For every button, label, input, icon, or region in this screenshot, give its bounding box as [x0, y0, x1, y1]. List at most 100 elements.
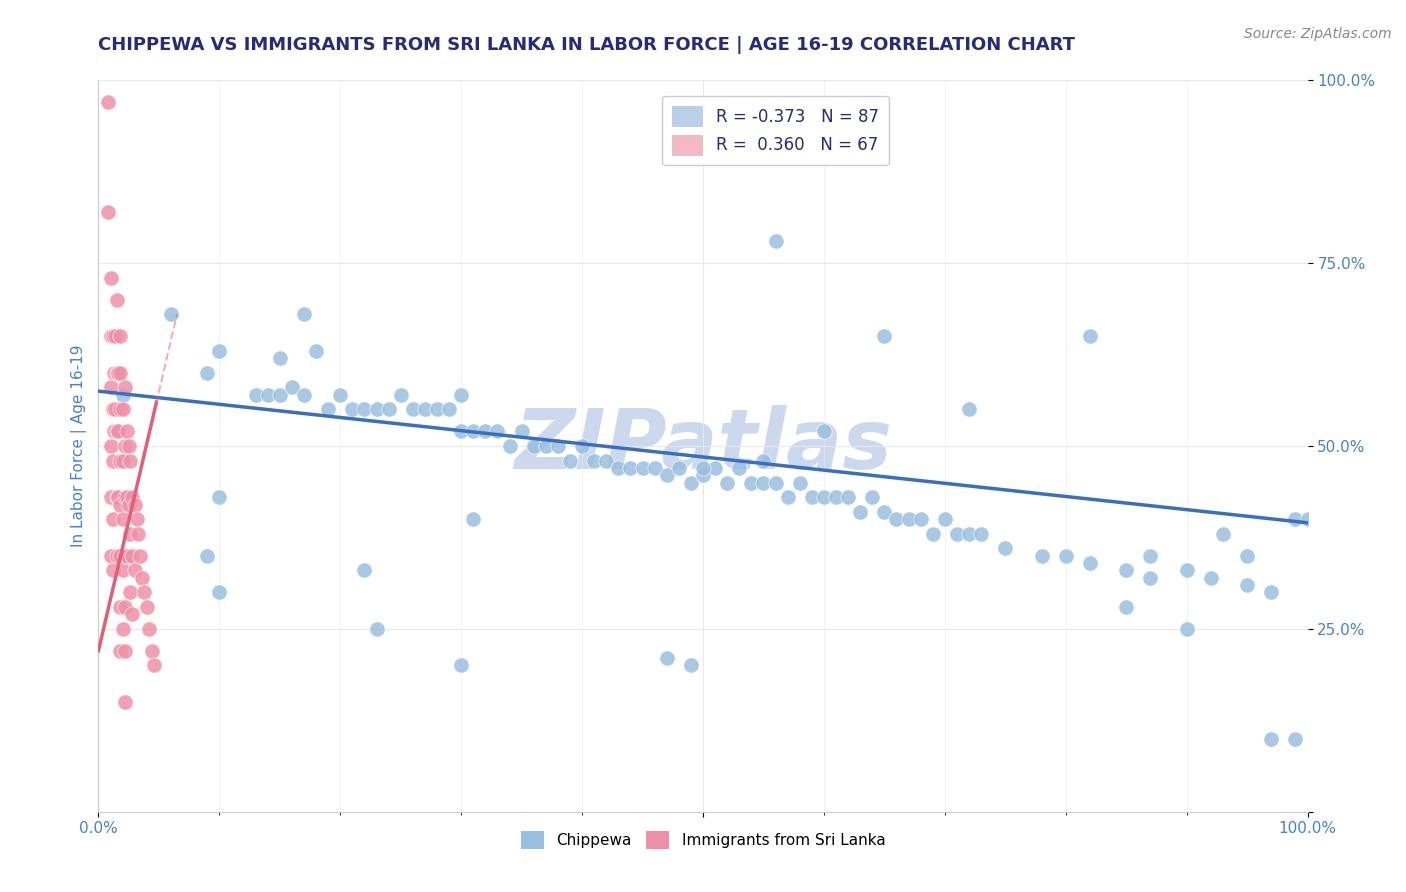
- Point: [498, 439, 520, 453]
- Point: [873, 329, 896, 343]
- Point: [1212, 526, 1234, 541]
- Point: [366, 402, 388, 417]
- Point: [1078, 329, 1101, 343]
- Point: [108, 366, 131, 380]
- Point: [100, 439, 122, 453]
- Point: [607, 461, 630, 475]
- Point: [1260, 731, 1282, 746]
- Point: [124, 563, 146, 577]
- Point: [740, 475, 762, 490]
- Point: [138, 622, 160, 636]
- Point: [124, 498, 146, 512]
- Point: [752, 475, 775, 490]
- Point: [121, 490, 143, 504]
- Point: [281, 380, 304, 394]
- Point: [1115, 599, 1137, 614]
- Point: [558, 453, 581, 467]
- Point: [921, 526, 943, 541]
- Point: [256, 388, 278, 402]
- Point: [704, 461, 727, 475]
- Point: [105, 490, 128, 504]
- Point: [934, 512, 956, 526]
- Point: [450, 658, 472, 673]
- Point: [114, 549, 136, 563]
- Point: [97, 205, 120, 219]
- Point: [104, 329, 127, 343]
- Point: [353, 402, 375, 417]
- Text: CHIPPEWA VS IMMIGRANTS FROM SRI LANKA IN LABOR FORCE | AGE 16-19 CORRELATION CHA: CHIPPEWA VS IMMIGRANTS FROM SRI LANKA IN…: [98, 36, 1076, 54]
- Point: [463, 512, 485, 526]
- Point: [1175, 563, 1198, 577]
- Point: [571, 439, 593, 453]
- Point: [117, 425, 139, 439]
- Point: [105, 366, 128, 380]
- Point: [1139, 549, 1161, 563]
- Point: [105, 293, 128, 307]
- Point: [103, 425, 125, 439]
- Point: [111, 453, 134, 467]
- Point: [413, 402, 436, 417]
- Point: [108, 498, 131, 512]
- Point: [813, 425, 835, 439]
- Point: [141, 644, 163, 658]
- Point: [679, 658, 702, 673]
- Point: [117, 549, 139, 563]
- Point: [131, 571, 153, 585]
- Point: [957, 402, 980, 417]
- Point: [208, 343, 231, 358]
- Point: [679, 475, 702, 490]
- Point: [292, 388, 315, 402]
- Point: [655, 468, 678, 483]
- Point: [100, 380, 122, 394]
- Point: [118, 526, 141, 541]
- Point: [765, 234, 787, 248]
- Point: [101, 329, 124, 343]
- Point: [134, 585, 156, 599]
- Point: [1139, 571, 1161, 585]
- Point: [523, 439, 546, 453]
- Point: [100, 270, 122, 285]
- Point: [342, 402, 364, 417]
- Point: [825, 490, 848, 504]
- Point: [752, 453, 775, 467]
- Point: [114, 380, 136, 394]
- Point: [389, 388, 412, 402]
- Point: [128, 549, 150, 563]
- Point: [101, 563, 124, 577]
- Y-axis label: In Labor Force | Age 16-19: In Labor Force | Age 16-19: [72, 344, 87, 548]
- Point: [108, 453, 131, 467]
- Point: [1054, 549, 1077, 563]
- Point: [114, 644, 136, 658]
- Point: [644, 461, 666, 475]
- Point: [305, 343, 328, 358]
- Point: [910, 512, 932, 526]
- Point: [994, 541, 1017, 556]
- Point: [101, 453, 124, 467]
- Point: [108, 599, 131, 614]
- Point: [111, 563, 134, 577]
- Point: [377, 402, 399, 417]
- Point: [716, 475, 738, 490]
- Point: [108, 402, 131, 417]
- Point: [547, 439, 569, 453]
- Point: [1260, 585, 1282, 599]
- Point: [100, 549, 122, 563]
- Point: [1199, 571, 1222, 585]
- Point: [121, 549, 143, 563]
- Point: [692, 468, 714, 483]
- Point: [114, 439, 136, 453]
- Point: [583, 453, 606, 467]
- Point: [111, 622, 134, 636]
- Text: Source: ZipAtlas.com: Source: ZipAtlas.com: [1244, 27, 1392, 41]
- Point: [105, 425, 128, 439]
- Point: [121, 607, 143, 622]
- Point: [107, 425, 129, 439]
- Point: [1031, 549, 1053, 563]
- Point: [208, 585, 231, 599]
- Point: [595, 453, 617, 467]
- Point: [474, 425, 496, 439]
- Point: [1284, 512, 1306, 526]
- Point: [97, 95, 120, 110]
- Point: [957, 526, 980, 541]
- Point: [108, 644, 131, 658]
